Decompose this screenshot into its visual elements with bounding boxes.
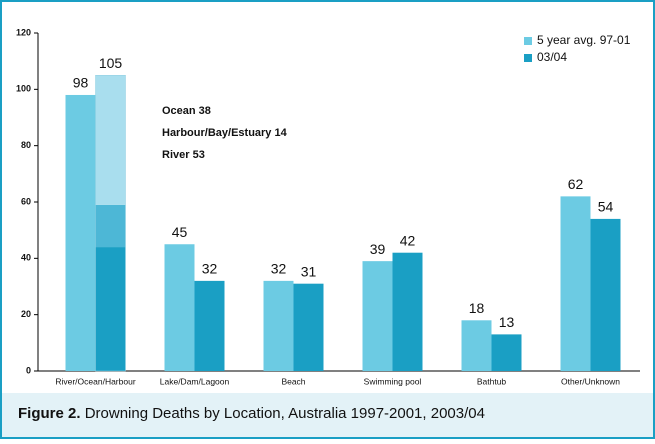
- x-tick-label: Lake/Dam/Lagoon: [160, 376, 230, 386]
- bar-outline: [95, 75, 126, 372]
- y-tick-label: 20: [21, 309, 31, 319]
- y-tick-label: 80: [21, 140, 31, 150]
- data-label: 45: [172, 224, 188, 240]
- bar-segment: [95, 75, 126, 205]
- bar: [491, 334, 522, 371]
- data-label: 32: [202, 261, 218, 277]
- data-label: 31: [301, 263, 317, 279]
- bar: [590, 218, 621, 371]
- bar: [194, 280, 225, 371]
- caption: Figure 2. Drowning Deaths by Location, A…: [18, 405, 485, 422]
- caption-label: Figure 2.: [18, 405, 81, 422]
- y-tick-label: 100: [16, 84, 31, 94]
- data-label: 98: [73, 75, 89, 91]
- bar-segment: [95, 204, 126, 248]
- chart-title: Drowning Deaths by Location, Australia 1…: [85, 405, 485, 422]
- x-tick-label: Other/Unknown: [561, 376, 620, 386]
- bar: [461, 320, 492, 371]
- y-tick-label: 40: [21, 253, 31, 263]
- data-label: 62: [568, 176, 584, 192]
- caption-band: [2, 393, 653, 437]
- data-label: 13: [499, 314, 515, 330]
- x-tick-label: Bathtub: [477, 376, 507, 386]
- bar: [392, 252, 423, 371]
- annotation: Ocean 38: [162, 105, 211, 117]
- data-label: 32: [271, 261, 287, 277]
- bar: [560, 196, 591, 371]
- x-tick-label: Swimming pool: [364, 376, 422, 386]
- x-tick-label: Beach: [281, 376, 305, 386]
- data-label: 42: [400, 232, 416, 248]
- data-label: 105: [99, 55, 123, 71]
- bar: [263, 280, 294, 371]
- legend-label: 03/04: [537, 50, 567, 64]
- data-label: 18: [469, 300, 485, 316]
- data-label: 39: [370, 241, 386, 257]
- annotation: Harbour/Bay/Estuary 14: [162, 127, 288, 139]
- legend-label: 5 year avg. 97-01: [537, 33, 631, 47]
- legend-swatch: [524, 54, 532, 62]
- bar: [293, 283, 324, 371]
- annotation: River 53: [162, 149, 205, 161]
- data-label: 54: [598, 199, 614, 215]
- bar: [164, 244, 195, 371]
- legend-swatch: [524, 37, 532, 45]
- bar: [362, 261, 393, 371]
- x-tick-label: River/Ocean/Harbour: [55, 376, 135, 386]
- bar: [65, 94, 96, 371]
- y-tick-label: 120: [16, 27, 31, 37]
- bar-segment: [95, 247, 126, 371]
- y-tick-label: 60: [21, 196, 31, 206]
- y-tick-label: 0: [26, 365, 31, 375]
